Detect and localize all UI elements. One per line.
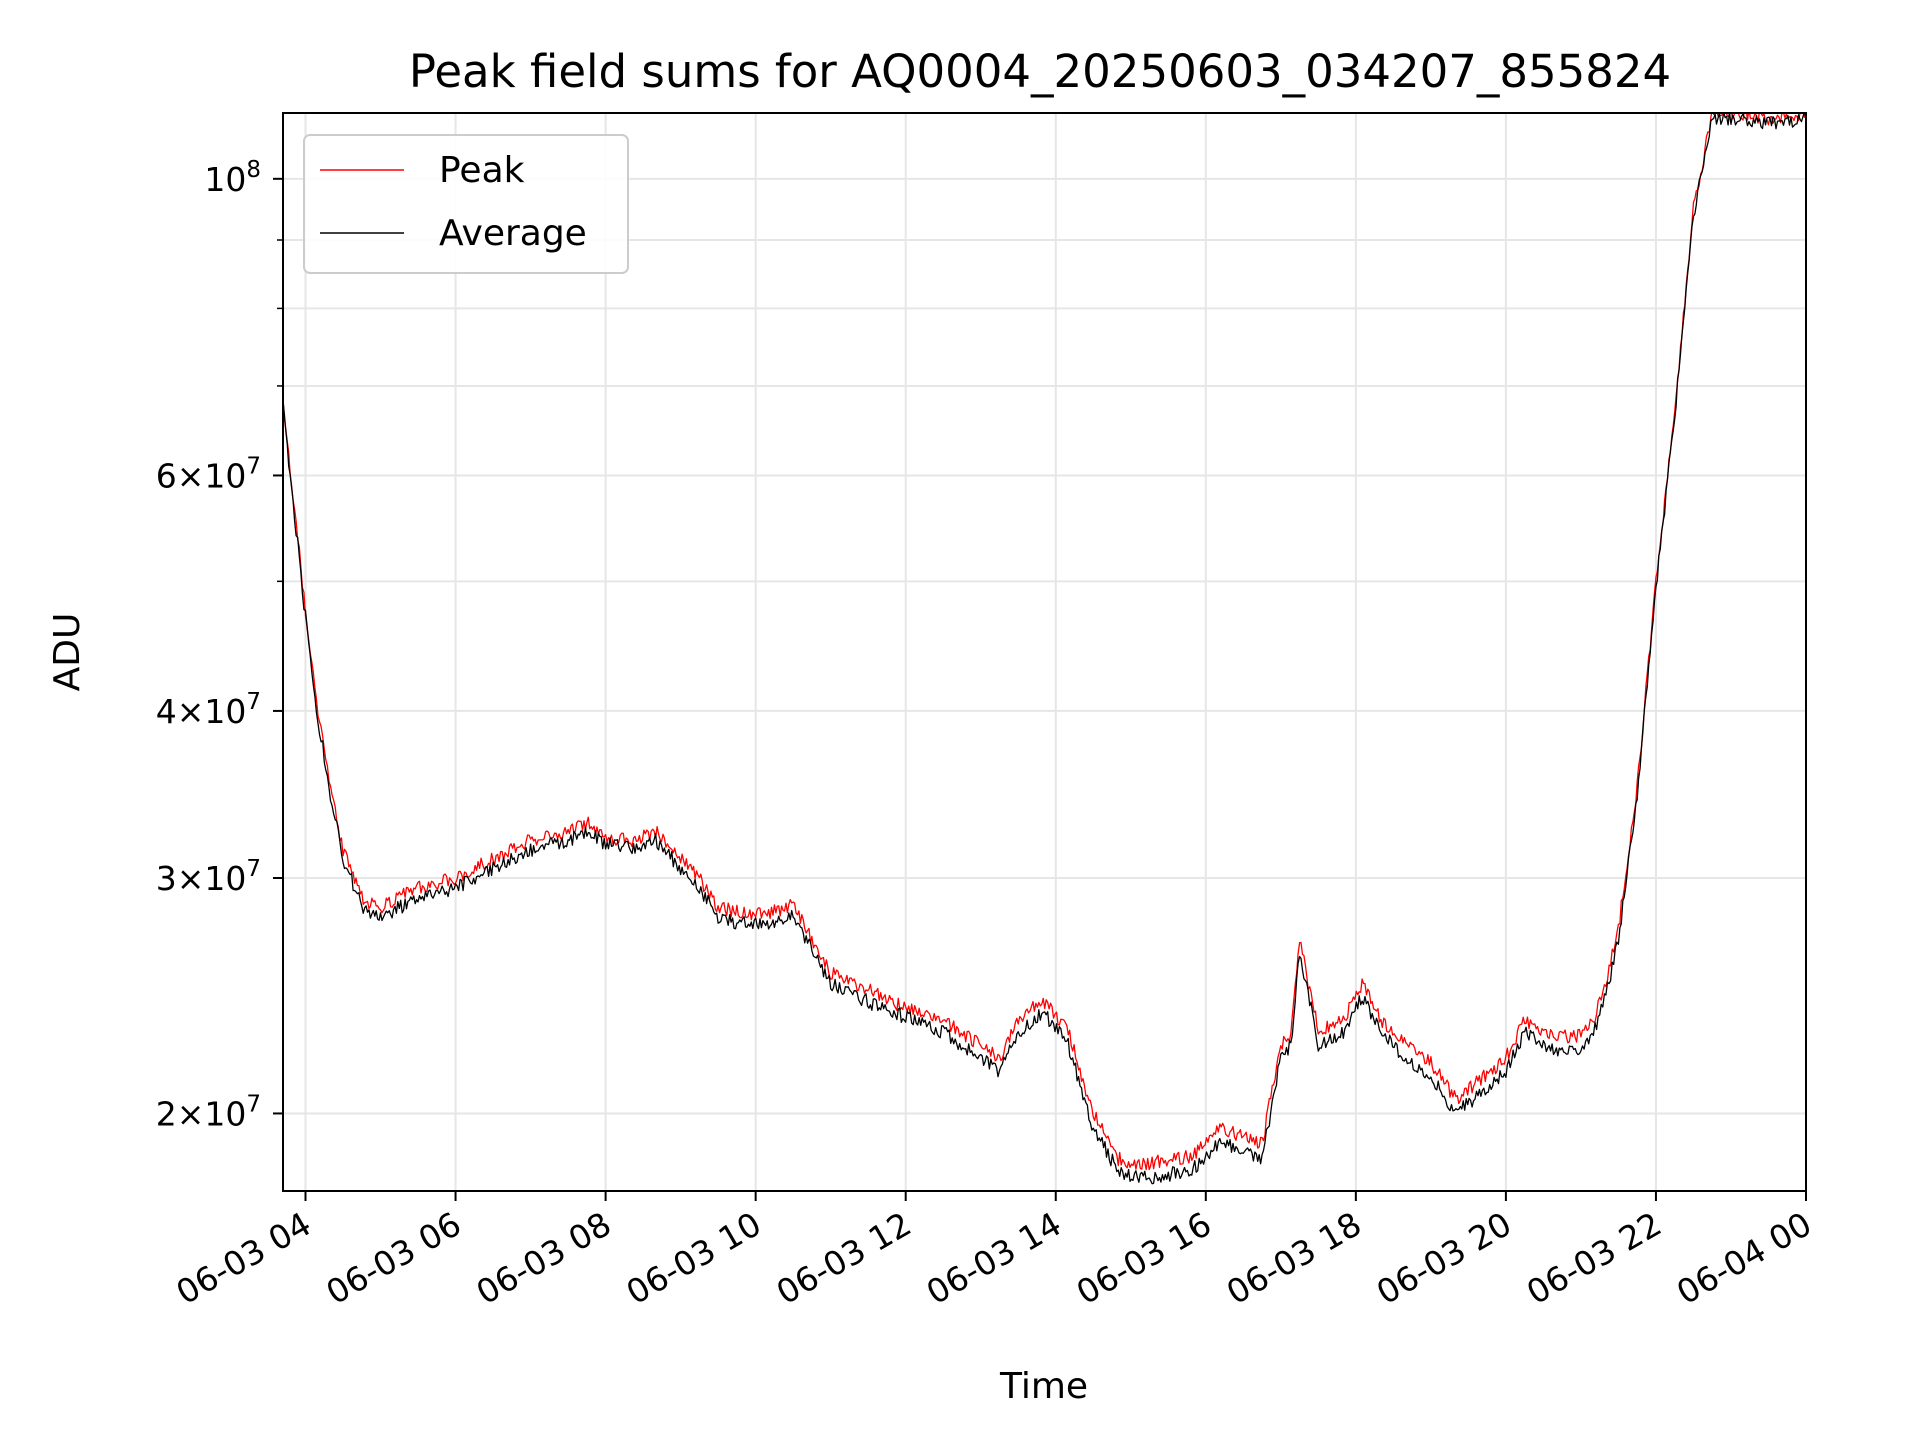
y-axis: 2×107 3×107 4×107 6×107 108 xyxy=(156,157,283,1133)
chart-title: Peak field sums for AQ0004_20250603_0342… xyxy=(409,45,1671,98)
x-axis-label: Time xyxy=(999,1366,1088,1407)
y-tick-label: 4×107 xyxy=(156,689,261,731)
y-tick-label: 2×107 xyxy=(156,1091,261,1133)
series-line-average xyxy=(283,113,1806,1185)
y-tick-label: 3×107 xyxy=(156,856,261,898)
legend-label-peak: Peak xyxy=(439,150,525,191)
series-layer xyxy=(283,113,1806,1185)
y-tick-label: 6×107 xyxy=(156,453,261,495)
series-line-peak xyxy=(283,113,1806,1171)
y-axis-label: ADU xyxy=(47,613,88,692)
legend: Peak Average xyxy=(303,134,629,274)
plot-frame xyxy=(282,112,1807,1192)
y-tick-label: 108 xyxy=(204,157,261,199)
legend-label-average: Average xyxy=(439,213,587,254)
